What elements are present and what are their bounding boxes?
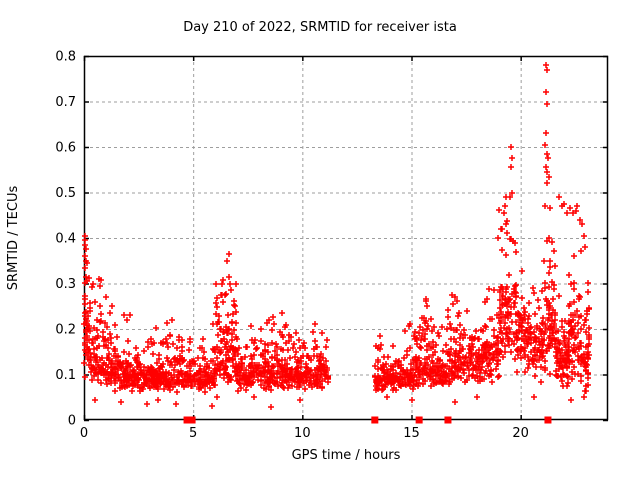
y-tick-label: 0.3 [55, 277, 76, 292]
y-tick-label: 0.7 [55, 95, 76, 110]
data-points [81, 62, 592, 410]
axis-event-marker [371, 416, 379, 424]
gridlines [84, 56, 608, 420]
y-tick-label: 0.1 [55, 368, 76, 383]
y-tick-label: 0.5 [55, 186, 76, 201]
axis-event-marker [544, 416, 552, 424]
x-tick-label: 5 [189, 426, 197, 441]
axes-and-ticks [83, 55, 609, 422]
x-tick-label: 15 [403, 426, 420, 441]
y-tick-label: 0.2 [55, 323, 76, 338]
y-tick-label: 0.4 [55, 232, 76, 247]
x-tick-label: 10 [294, 426, 311, 441]
axis-event-markers [183, 416, 552, 424]
x-axis-label: GPS time / hours [292, 448, 401, 463]
y-tick-label: 0 [68, 414, 76, 429]
axis-event-marker [188, 416, 196, 424]
axis-event-marker [444, 416, 452, 424]
y-tick-label: 0.6 [55, 141, 76, 156]
x-tick-label: 0 [80, 426, 88, 441]
chart-title: Day 210 of 2022, SRMTID for receiver ist… [183, 20, 457, 35]
tick-labels: 0 5 10 15 20 0 0.1 0.2 0.3 0.4 0.5 0.6 0.7 0.8 [55, 50, 529, 442]
axis-event-marker [415, 416, 423, 424]
x-tick-label: 20 [512, 426, 529, 441]
axis-event-marker [183, 416, 191, 424]
y-axis-label: SRMTID / TECUs [6, 186, 21, 291]
y-tick-label: 0.8 [55, 50, 76, 65]
